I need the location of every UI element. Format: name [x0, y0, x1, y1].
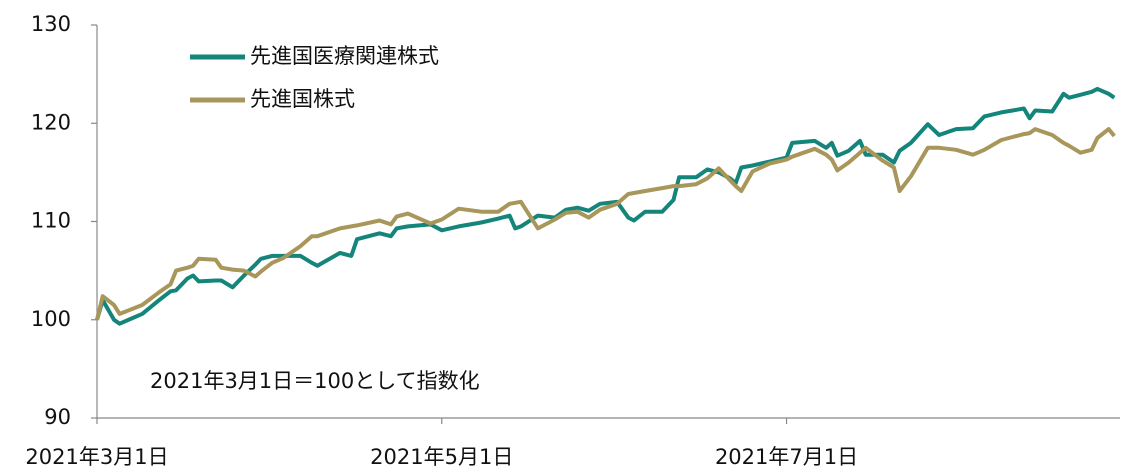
- annotation: 2021年3月1日＝100として指数化: [150, 369, 480, 393]
- y-tick-label: 120: [31, 110, 71, 134]
- legend-label: 先進国株式: [250, 87, 355, 111]
- y-tick-label: 90: [44, 405, 71, 429]
- y-tick-label: 110: [31, 209, 71, 233]
- x-tick-label: 2021年3月1日: [25, 445, 168, 468]
- legend-label: 先進国医療関連株式: [250, 44, 439, 68]
- y-tick-label: 130: [31, 12, 71, 36]
- x-tick-label: 2021年5月1日: [370, 445, 513, 468]
- series-line: [95, 127, 1116, 321]
- series-line: [95, 86, 1116, 326]
- y-tick-label: 100: [31, 307, 71, 331]
- x-tick-label: 2021年7月1日: [715, 445, 858, 468]
